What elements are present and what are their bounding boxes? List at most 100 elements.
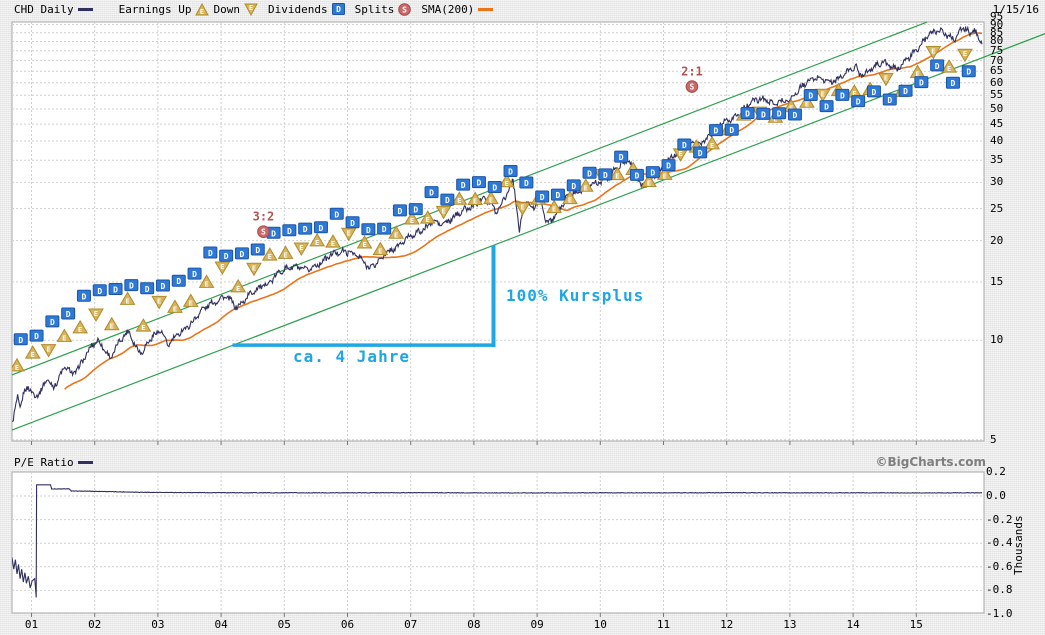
svg-text:D: D <box>145 285 150 294</box>
svg-text:D: D <box>951 79 956 88</box>
svg-text:D: D <box>398 207 403 216</box>
earnings-up-marker: E <box>641 173 657 187</box>
dividend-marker: D <box>677 138 692 151</box>
x-axis-label-15: 15 <box>909 618 923 631</box>
dividend-marker: D <box>155 279 170 292</box>
svg-text:D: D <box>303 225 308 234</box>
svg-text:D: D <box>461 181 466 190</box>
price-axis-label-45: 45 <box>990 117 1004 131</box>
dividend-marker: D <box>519 176 534 189</box>
earnings-up-marker: E <box>12 357 25 372</box>
dividend-marker: D <box>945 76 960 89</box>
trend-line-lower <box>11 33 1045 431</box>
svg-text:D: D <box>50 318 55 327</box>
svg-text:E: E <box>520 204 524 212</box>
earnings-up-marker: E <box>56 328 73 342</box>
svg-text:D: D <box>350 219 355 228</box>
svg-text:D: D <box>650 169 655 178</box>
svg-text:D: D <box>445 196 450 205</box>
price-axis-label-25: 25 <box>990 201 1004 215</box>
svg-text:D: D <box>18 336 23 345</box>
x-axis-label-01: 01 <box>24 618 39 631</box>
svg-text:D: D <box>919 79 924 88</box>
svg-text:E: E <box>299 244 303 252</box>
svg-text:E: E <box>236 285 240 293</box>
svg-text:E: E <box>489 197 493 205</box>
x-axis-label-12: 12 <box>720 618 734 631</box>
svg-text:D: D <box>556 191 561 200</box>
x-axis-label-08: 08 <box>467 618 481 631</box>
svg-text:D: D <box>271 229 276 238</box>
dividend-icon: D <box>331 3 345 15</box>
svg-text:E: E <box>249 4 253 12</box>
price-axis-label-20: 20 <box>990 233 1004 247</box>
pe-axis-label-0.2: 0.2 <box>986 465 1006 479</box>
svg-text:D: D <box>287 227 292 236</box>
dividends-label: Dividends <box>267 2 328 16</box>
dividend-marker: D <box>614 150 629 163</box>
price-axis-label-70: 70 <box>990 53 1004 67</box>
svg-text:S: S <box>261 228 266 237</box>
svg-text:D: D <box>666 162 671 171</box>
earnings-up-marker: E <box>325 234 341 248</box>
price-line-swatch <box>77 7 93 11</box>
dividend-marker: D <box>582 166 597 179</box>
svg-text:D: D <box>66 310 71 319</box>
dividend-marker: D <box>724 123 739 136</box>
svg-text:D: D <box>698 149 703 158</box>
svg-text:E: E <box>457 197 461 205</box>
dividend-marker: D <box>898 84 913 97</box>
dividend-marker: D <box>187 267 202 280</box>
svg-text:E: E <box>552 206 556 214</box>
svg-text:E: E <box>189 299 193 307</box>
dividend-marker: D <box>282 224 297 237</box>
svg-text:D: D <box>824 103 829 112</box>
svg-text:E: E <box>200 8 204 16</box>
dividend-marker: D <box>456 178 471 191</box>
svg-text:D: D <box>603 171 608 180</box>
dividend-marker: D <box>930 59 945 72</box>
price-axis-label-95: 95 <box>990 9 1004 23</box>
pe-ratio-line <box>12 484 983 598</box>
earnings-up-marker: E <box>388 225 405 239</box>
dividend-marker: D <box>708 124 723 137</box>
dividend-marker: D <box>471 176 486 189</box>
dividend-marker: D <box>377 222 392 235</box>
svg-text:E: E <box>331 240 335 248</box>
svg-text:D: D <box>161 282 166 291</box>
svg-text:E: E <box>220 263 224 271</box>
earnings-down-marker: E <box>514 202 531 216</box>
earnings-up-marker: E <box>277 245 294 259</box>
earnings-up-marker: E <box>562 190 578 205</box>
x-axis-label-10: 10 <box>593 618 607 631</box>
svg-text:E: E <box>268 253 272 261</box>
dividend-marker: D <box>851 95 866 108</box>
dividend-marker: D <box>171 274 186 287</box>
pe-axis-label--0.6: -0.6 <box>986 559 1013 573</box>
svg-text:E: E <box>157 297 161 305</box>
dividend-marker: D <box>550 188 565 201</box>
svg-text:D: D <box>382 225 387 234</box>
dividend-marker: D <box>598 168 613 181</box>
svg-text:E: E <box>173 305 177 313</box>
dividend-marker: D <box>629 168 644 181</box>
dividend-marker: D <box>645 166 660 179</box>
earnings-down-marker: E <box>878 72 894 87</box>
earnings-up-marker: E <box>72 319 89 334</box>
earnings-down-marker: E <box>814 88 831 103</box>
svg-text:E: E <box>141 324 145 332</box>
svg-text:D: D <box>255 246 260 255</box>
svg-text:E: E <box>647 179 651 187</box>
svg-text:D: D <box>714 127 719 136</box>
sma-label: SMA(200) <box>421 2 475 16</box>
svg-text:E: E <box>915 71 919 79</box>
earnings-up-marker: E <box>483 190 499 205</box>
earnings-up-marker: E <box>356 235 373 249</box>
copyright-label: ©BigCharts.com <box>875 455 986 469</box>
dividend-marker: D <box>266 226 281 239</box>
earnings-up-marker: E <box>309 232 326 247</box>
svg-text:D: D <box>366 226 371 235</box>
price-axis-label-60: 60 <box>990 75 1004 89</box>
last-date-label: 1/15/16 <box>992 3 1039 16</box>
svg-text:D: D <box>635 171 640 180</box>
